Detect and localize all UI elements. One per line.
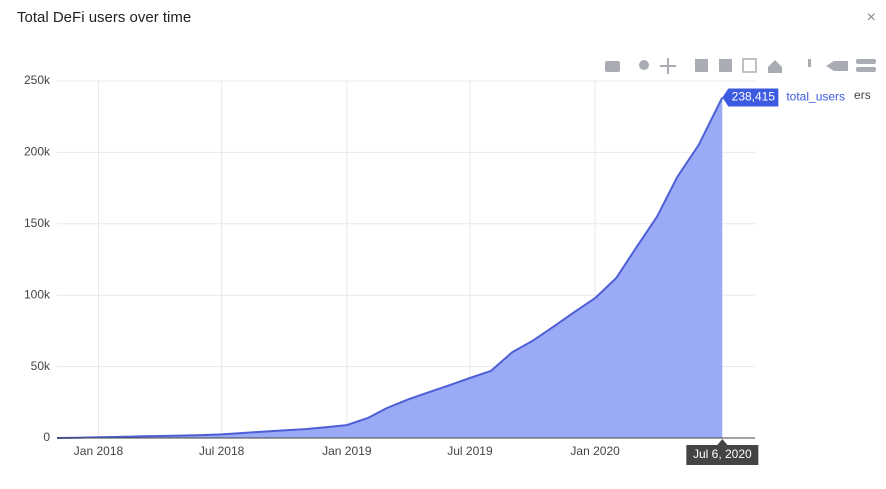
hover-x-box bbox=[686, 439, 759, 465]
y-tick-label: 200k bbox=[24, 145, 51, 159]
x-tick-label: Jan 2018 bbox=[74, 444, 124, 458]
hover-compare-icon[interactable] bbox=[856, 67, 876, 72]
zoom-icon[interactable] bbox=[639, 60, 649, 70]
pan-icon[interactable] bbox=[660, 58, 676, 74]
hover-value: 238,415 bbox=[732, 90, 776, 104]
reset-icon[interactable] bbox=[768, 60, 782, 73]
y-tick-label: 150k bbox=[24, 216, 51, 230]
x-tick-label: Jan 2020 bbox=[570, 444, 620, 458]
y-tick-label: 50k bbox=[31, 359, 51, 373]
y-tick-label: 250k bbox=[24, 73, 51, 87]
chart-title: Total DeFi users over time bbox=[17, 9, 191, 26]
hover-x-label: Jul 6, 2020 bbox=[693, 447, 752, 461]
area bbox=[57, 97, 723, 438]
zoom-out-icon[interactable] bbox=[719, 59, 732, 72]
y-tick-label: 100k bbox=[24, 287, 51, 301]
y-tick-label: 0 bbox=[43, 430, 50, 444]
hover-name-bg bbox=[780, 88, 855, 107]
line bbox=[56, 97, 724, 439]
x-tick-label: Jul 2019 bbox=[447, 444, 493, 458]
hover-compare-icon[interactable] bbox=[856, 59, 876, 64]
hover-box bbox=[722, 88, 779, 107]
close-button[interactable]: × bbox=[867, 9, 876, 26]
spike-icon[interactable] bbox=[808, 59, 811, 67]
x-tick-label: Jan 2019 bbox=[322, 444, 372, 458]
camera-icon[interactable] bbox=[605, 61, 620, 72]
autoscale-icon[interactable] bbox=[742, 58, 757, 73]
zoom-in-icon[interactable] bbox=[695, 59, 708, 72]
hover-name: total_users bbox=[786, 90, 845, 104]
hover-closest-icon[interactable] bbox=[826, 61, 848, 71]
modebar bbox=[605, 58, 876, 74]
x-tick-label: Jul 2018 bbox=[199, 444, 245, 458]
